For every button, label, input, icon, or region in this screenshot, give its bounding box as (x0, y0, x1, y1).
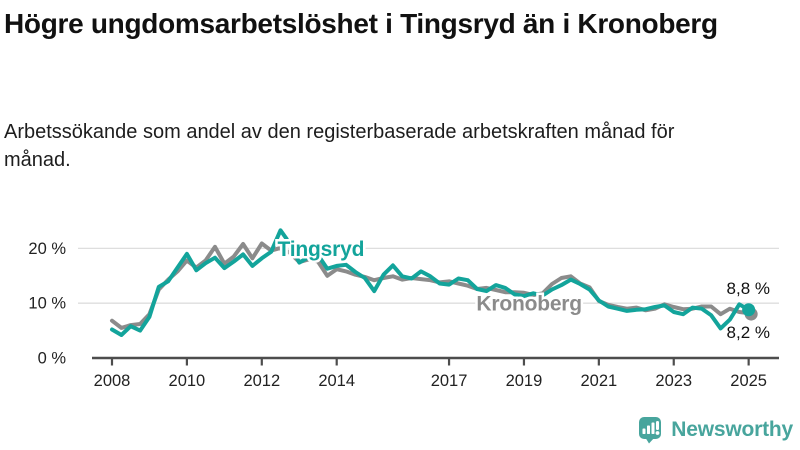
x-tick-label-2019: 2019 (506, 372, 543, 390)
x-tick-label-2014: 2014 (318, 372, 355, 390)
x-tick-label-2025: 2025 (730, 372, 767, 390)
bar-chart-speech-bubble-icon (639, 417, 662, 444)
newsworthy-logo: Newsworthy (638, 416, 793, 444)
kronoberg-line (110, 241, 751, 330)
x-tick-label-2008: 2008 (94, 372, 131, 390)
x-tick-label-2021: 2021 (580, 372, 617, 390)
x-tick-label-2010: 2010 (169, 372, 206, 390)
brand-name: Newsworthy (671, 418, 793, 441)
page-subtitle: Arbetssökande som andel av den registerb… (4, 121, 675, 171)
page-title: Högre ungdomsarbetslöshet i Tingsryd än … (4, 8, 718, 39)
y-axis-label-10: 10 % (28, 295, 66, 313)
kronoberg-end-value-label: 8,2 % (727, 323, 770, 342)
x-tick-label-2017: 2017 (431, 372, 468, 390)
tingsryd-end-dot (742, 303, 756, 317)
kronoberg-series-label: Kronoberg (476, 292, 582, 315)
tingsryd-line (110, 228, 751, 337)
y-axis-label-20: 20 % (28, 240, 66, 258)
y-axis-label-0: 0 % (38, 350, 67, 368)
tingsryd-end-value-label: 8,8 % (727, 279, 770, 298)
tingsryd-series-label: Tingsryd (278, 238, 365, 261)
x-tick-label-2012: 2012 (243, 372, 280, 390)
x-tick-label-2023: 2023 (655, 372, 692, 390)
